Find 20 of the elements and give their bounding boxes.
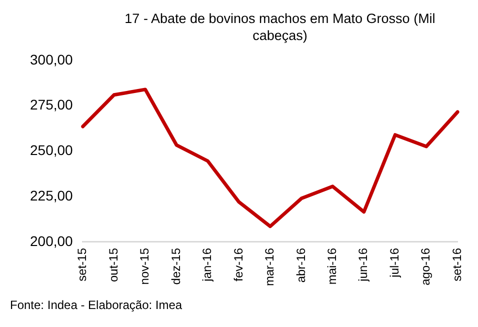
y-tick-label: 200,00 xyxy=(30,232,74,249)
x-tick-label: out-15 xyxy=(106,248,120,282)
x-tick-label: mai-16 xyxy=(324,248,339,285)
x-tick-label: nov-15 xyxy=(138,248,152,285)
y-tick-label: 225,00 xyxy=(30,187,74,204)
x-tick-label: fev-16 xyxy=(231,248,246,282)
x-tick-label: set-15 xyxy=(75,248,90,282)
x-tick-label: jul-16 xyxy=(387,248,402,278)
chart-title: 17 - Abate de bovinos machos em Mato Grosso (Mil cabeças) xyxy=(124,10,436,44)
y-tick-label: 300,00 xyxy=(30,51,74,68)
y-tick-label: 250,00 xyxy=(30,142,74,158)
x-tick-label: dez-15 xyxy=(168,248,183,285)
x-tick-label: jan-16 xyxy=(200,248,214,282)
y-tick-label: 275,00 xyxy=(30,96,74,113)
x-tick-label: mar-16 xyxy=(262,248,277,286)
x-tick-label: abr-16 xyxy=(294,248,308,283)
source-note: Fonte: Indea - Elaboração: Imea xyxy=(10,298,182,312)
x-tick-label: set-16 xyxy=(450,248,464,282)
x-tick-label: jun-16 xyxy=(356,248,370,282)
x-tick-label: ago-16 xyxy=(418,248,433,286)
